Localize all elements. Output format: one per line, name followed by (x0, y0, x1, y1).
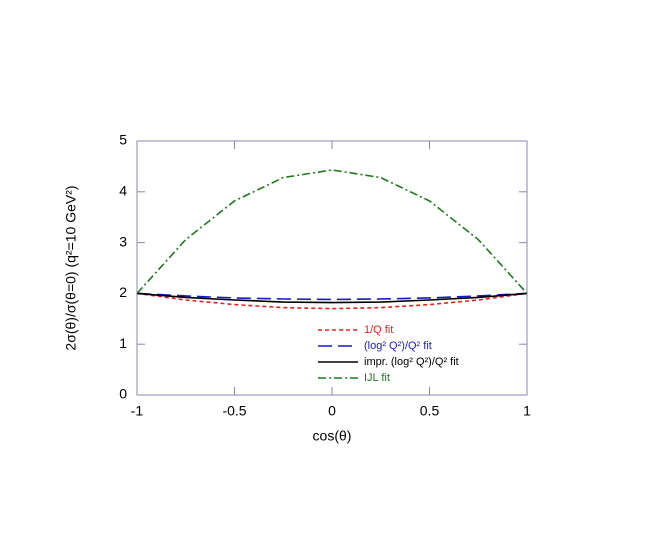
legend-label: 1/Q fit (364, 324, 393, 336)
x-tick-label: -1 (131, 403, 144, 419)
series-line (136, 292, 528, 304)
series-line (136, 292, 528, 301)
y-tick-label: 3 (119, 233, 127, 249)
legend-label: impr. (log² Q²)/Q² fit (364, 356, 459, 368)
legend-label: IJL fit (364, 372, 390, 384)
y-tick-label: 5 (119, 132, 127, 148)
y-tick-label: 4 (119, 183, 127, 199)
y-axis-label: 2σ(θ)/σ(θ=0) (q²=10 GeV²) (63, 185, 79, 350)
series-line (136, 292, 528, 310)
y-tick-label: 0 (119, 386, 127, 402)
plot-frame (136, 140, 528, 396)
x-tick-label: 0 (328, 403, 336, 419)
y-tick-label: 2 (119, 284, 127, 300)
x-tick-label: 1 (523, 403, 531, 419)
x-tick-label: 0.5 (420, 403, 440, 419)
x-axis-label: cos(θ) (313, 428, 352, 444)
legend-label: (log² Q²)/Q² fit (364, 340, 432, 352)
x-tick-label: -0.5 (222, 403, 246, 419)
series-line (136, 169, 528, 294)
y-tick-label: 1 (119, 335, 127, 351)
